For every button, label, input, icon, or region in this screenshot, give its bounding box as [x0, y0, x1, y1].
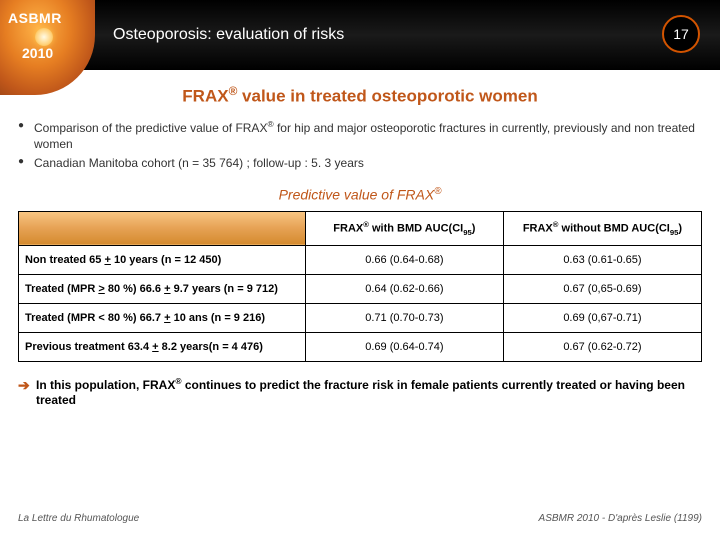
cell-value: 0.67 (0.62-0.72): [503, 332, 701, 361]
table-row: Previous treatment 63.4 + 8.2 years(n = …: [19, 332, 702, 361]
row-label: Treated (MPR < 80 %) 66.7 + 10 ans (n = …: [19, 303, 306, 332]
table-row: Non treated 65 + 10 years (n = 12 450) 0…: [19, 245, 702, 274]
table-header-row: FRAX® with BMD AUC(CI95) FRAX® without B…: [19, 211, 702, 245]
row-label: Previous treatment 63.4 + 8.2 years(n = …: [19, 332, 306, 361]
slide-header: ASBMR 2010 Osteoporosis: evaluation of r…: [0, 0, 720, 70]
conclusion: ➔ In this population, FRAX® continues to…: [18, 376, 702, 409]
table-caption: Predictive value of FRAX®: [18, 186, 702, 203]
bullet-item: Comparison of the predictive value of FR…: [18, 119, 702, 154]
conclusion-text: In this population, FRAX® continues to p…: [36, 378, 685, 408]
footer-left: La Lettre du Rhumatologue: [18, 513, 139, 524]
row-label: Treated (MPR > 80 %) 66.6 + 9.7 years (n…: [19, 274, 306, 303]
table-row: Treated (MPR > 80 %) 66.6 + 9.7 years (n…: [19, 274, 702, 303]
cell-value: 0.69 (0.64-0.74): [305, 332, 503, 361]
logo: ASBMR 2010: [0, 0, 95, 70]
header-title: Osteoporosis: evaluation of risks: [113, 26, 344, 44]
cell-value: 0.71 (0.70-0.73): [305, 303, 503, 332]
logo-year: 2010: [22, 45, 53, 61]
data-table: FRAX® with BMD AUC(CI95) FRAX® without B…: [18, 211, 702, 362]
bullet-item: Canadian Manitoba cohort (n = 35 764) ; …: [18, 155, 702, 172]
logo-org: ASBMR: [8, 10, 62, 26]
footer: La Lettre du Rhumatologue ASBMR 2010 - D…: [18, 513, 702, 524]
cell-value: 0.64 (0.62-0.66): [305, 274, 503, 303]
slide-title: FRAX® value in treated osteoporotic wome…: [18, 84, 702, 107]
slide-content: FRAX® value in treated osteoporotic wome…: [0, 70, 720, 409]
table-header-blank: [19, 211, 306, 245]
sun-icon: [35, 28, 53, 46]
page-number-badge: 17: [662, 15, 700, 53]
arrow-icon: ➔: [18, 376, 30, 394]
cell-value: 0.67 (0,65-0.69): [503, 274, 701, 303]
row-label: Non treated 65 + 10 years (n = 12 450): [19, 245, 306, 274]
cell-value: 0.66 (0.64-0.68): [305, 245, 503, 274]
cell-value: 0.69 (0,67-0.71): [503, 303, 701, 332]
footer-right: ASBMR 2010 - D'après Leslie (1199): [539, 513, 702, 524]
bullet-list: Comparison of the predictive value of FR…: [18, 119, 702, 172]
table-header: FRAX® without BMD AUC(CI95): [503, 211, 701, 245]
cell-value: 0.63 (0.61-0.65): [503, 245, 701, 274]
table-row: Treated (MPR < 80 %) 66.7 + 10 ans (n = …: [19, 303, 702, 332]
table-header: FRAX® with BMD AUC(CI95): [305, 211, 503, 245]
